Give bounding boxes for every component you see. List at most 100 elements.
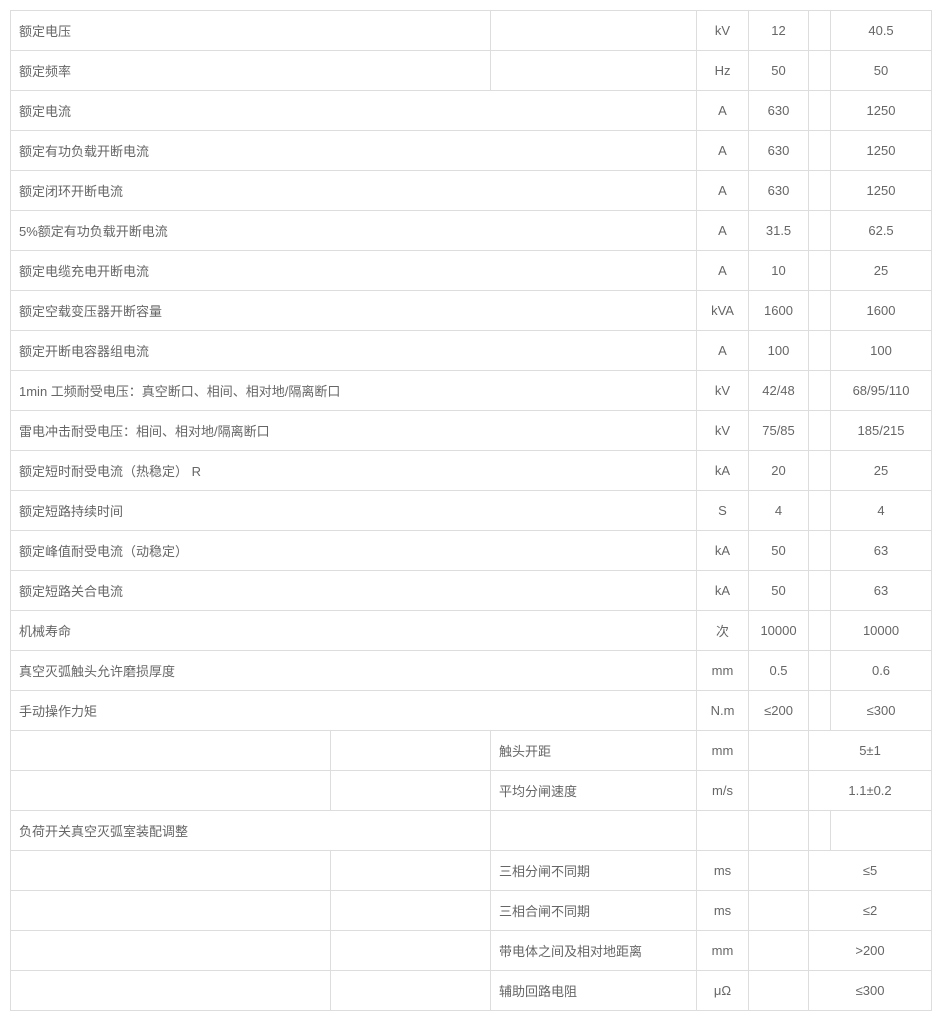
- row-unit: 次: [697, 611, 749, 651]
- row-c1: [11, 931, 331, 971]
- row-c1: 负荷开关真空灭弧室装配调整: [11, 811, 491, 851]
- table-row: 三相合闸不同期 ms ≤2: [11, 891, 932, 931]
- row-sub: [491, 51, 697, 91]
- row-label: 额定空载变压器开断容量: [11, 291, 697, 331]
- row-v3: 40.5: [831, 11, 932, 51]
- row-v2: [809, 91, 831, 131]
- row-v3: 62.5: [831, 211, 932, 251]
- row-c2: [331, 931, 491, 971]
- row-v1: 100: [749, 331, 809, 371]
- row-unit: kV: [697, 11, 749, 51]
- row-unit: mm: [697, 731, 749, 771]
- row-v2: [809, 651, 831, 691]
- row-unit: A: [697, 251, 749, 291]
- table-row: 负荷开关真空灭弧室装配调整: [11, 811, 932, 851]
- row-v1: 50: [749, 51, 809, 91]
- table-body: 额定电压 kV 12 40.5 额定频率 Hz 50 50 额定电流 A 630…: [11, 11, 932, 1011]
- row-v2: [809, 291, 831, 331]
- row-v3: 1250: [831, 91, 932, 131]
- row-v1: 50: [749, 571, 809, 611]
- row-unit: S: [697, 491, 749, 531]
- row-v3: 63: [831, 571, 932, 611]
- row-sub: 三相分闸不同期: [491, 851, 697, 891]
- row-v3: 100: [831, 331, 932, 371]
- row-label: 额定短路关合电流: [11, 571, 697, 611]
- row-unit: m/s: [697, 771, 749, 811]
- row-label: 额定开断电容器组电流: [11, 331, 697, 371]
- row-label: 机械寿命: [11, 611, 697, 651]
- row-v1: 0.5: [749, 651, 809, 691]
- row-c1: [11, 891, 331, 931]
- row-unit: kV: [697, 371, 749, 411]
- row-v2: [809, 251, 831, 291]
- table-row: 额定有功负载开断电流 A 630 1250: [11, 131, 932, 171]
- row-v1: [749, 771, 809, 811]
- row-sub: [491, 811, 697, 851]
- row-v1: 20: [749, 451, 809, 491]
- row-merged: ≤300: [809, 971, 932, 1011]
- row-merged: ≤2: [809, 891, 932, 931]
- row-unit: A: [697, 171, 749, 211]
- row-v1: 10: [749, 251, 809, 291]
- row-c2: [331, 851, 491, 891]
- row-c2: [331, 971, 491, 1011]
- row-v1: 630: [749, 131, 809, 171]
- row-unit: [697, 811, 749, 851]
- row-v3: 4: [831, 491, 932, 531]
- row-unit: μΩ: [697, 971, 749, 1011]
- row-v2: [809, 211, 831, 251]
- row-v3: 1600: [831, 291, 932, 331]
- row-v3: 25: [831, 451, 932, 491]
- row-sub: 三相合闸不同期: [491, 891, 697, 931]
- row-c1: [11, 731, 331, 771]
- row-label: 真空灭弧触头允许磨损厚度: [11, 651, 697, 691]
- table-row: 机械寿命 次 10000 10000: [11, 611, 932, 651]
- row-v2: [809, 451, 831, 491]
- row-v1: 12: [749, 11, 809, 51]
- row-label: 额定闭环开断电流: [11, 171, 697, 211]
- row-unit: kA: [697, 451, 749, 491]
- row-label: 1min 工频耐受电压：真空断口、相间、相对地/隔离断口: [11, 371, 697, 411]
- row-unit: ms: [697, 851, 749, 891]
- row-v3: 185/215: [831, 411, 932, 451]
- table-row: 额定电流 A 630 1250: [11, 91, 932, 131]
- row-v2: [809, 491, 831, 531]
- table-row: 额定闭环开断电流 A 630 1250: [11, 171, 932, 211]
- row-sub: 触头开距: [491, 731, 697, 771]
- row-v3: [831, 811, 932, 851]
- row-label: 额定有功负载开断电流: [11, 131, 697, 171]
- row-v1: 50: [749, 531, 809, 571]
- row-v1: [749, 971, 809, 1011]
- row-v2: [809, 11, 831, 51]
- row-v2: [809, 571, 831, 611]
- table-row: 额定短时耐受电流（热稳定） R kA 20 25: [11, 451, 932, 491]
- spec-table: 额定电压 kV 12 40.5 额定频率 Hz 50 50 额定电流 A 630…: [10, 10, 932, 1011]
- row-label: 额定电压: [11, 11, 491, 51]
- row-sub: 辅助回路电阻: [491, 971, 697, 1011]
- table-row: 额定短路持续时间 S 4 4: [11, 491, 932, 531]
- row-unit: kA: [697, 531, 749, 571]
- row-v2: [809, 811, 831, 851]
- table-row: 额定电缆充电开断电流 A 10 25: [11, 251, 932, 291]
- row-v2: [809, 691, 831, 731]
- row-unit: A: [697, 211, 749, 251]
- row-unit: ms: [697, 891, 749, 931]
- table-row: 额定峰值耐受电流（动稳定） kA 50 63: [11, 531, 932, 571]
- row-v3: 1250: [831, 131, 932, 171]
- row-c2: [331, 771, 491, 811]
- table-row: 额定开断电容器组电流 A 100 100: [11, 331, 932, 371]
- row-v1: 630: [749, 91, 809, 131]
- row-sub: 带电体之间及相对地距离: [491, 931, 697, 971]
- table-row: 雷电冲击耐受电压：相间、相对地/隔离断口 kV 75/85 185/215: [11, 411, 932, 451]
- table-row: 带电体之间及相对地距离 mm >200: [11, 931, 932, 971]
- row-v3: ≤300: [831, 691, 932, 731]
- row-v1: [749, 891, 809, 931]
- row-c2: [331, 731, 491, 771]
- table-row: 真空灭弧触头允许磨损厚度 mm 0.5 0.6: [11, 651, 932, 691]
- row-v2: [809, 371, 831, 411]
- row-v3: 0.6: [831, 651, 932, 691]
- table-row: 额定空载变压器开断容量 kVA 1600 1600: [11, 291, 932, 331]
- row-label: 雷电冲击耐受电压：相间、相对地/隔离断口: [11, 411, 697, 451]
- row-v1: [749, 851, 809, 891]
- row-c1: [11, 851, 331, 891]
